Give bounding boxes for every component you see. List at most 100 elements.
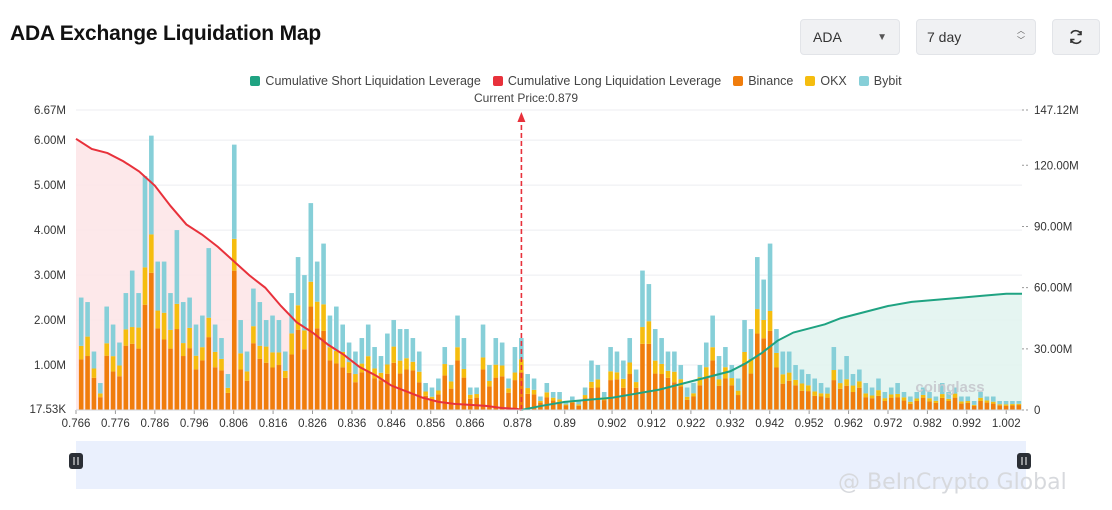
refresh-button[interactable] bbox=[1052, 19, 1100, 55]
bar-bybit bbox=[652, 329, 658, 361]
bar-bybit bbox=[570, 396, 575, 401]
bar-okx bbox=[965, 401, 971, 403]
y-left-tick-label: 3.00M bbox=[34, 270, 66, 282]
range-handle-left[interactable] bbox=[69, 453, 83, 469]
bar-okx bbox=[455, 347, 460, 361]
bar-bybit bbox=[710, 315, 715, 348]
bar-binance bbox=[410, 370, 416, 410]
bar-bybit bbox=[474, 387, 479, 395]
range-select[interactable]: 7 day ︿ ﹀ bbox=[916, 19, 1036, 55]
bar-okx bbox=[818, 393, 824, 397]
bar-bybit bbox=[582, 387, 588, 396]
bar-bybit bbox=[908, 396, 913, 402]
bar-okx bbox=[869, 395, 875, 399]
x-tick-label: 0.982 bbox=[913, 418, 942, 430]
bar-okx bbox=[1016, 403, 1022, 406]
bar-binance bbox=[576, 405, 581, 410]
legend-item-bybit[interactable]: Bybit bbox=[858, 74, 902, 88]
bar-bybit bbox=[238, 320, 243, 354]
bar-bybit bbox=[493, 338, 499, 365]
bar-bybit bbox=[499, 342, 505, 366]
bar-binance bbox=[863, 397, 869, 410]
legend-item-okx[interactable]: OKX bbox=[805, 74, 847, 88]
bar-binance bbox=[831, 380, 837, 410]
bar-binance bbox=[91, 377, 97, 410]
bar-okx bbox=[314, 301, 320, 329]
bar-binance bbox=[793, 385, 798, 410]
x-tick-label: 0.89 bbox=[554, 418, 576, 430]
bar-okx bbox=[149, 234, 154, 273]
legend-item-long[interactable]: Cumulative Long Liquidation Leverage bbox=[492, 74, 721, 88]
bar-binance bbox=[512, 380, 518, 410]
bar-okx bbox=[678, 379, 684, 387]
bar-bybit bbox=[927, 392, 932, 399]
bar-binance bbox=[927, 401, 932, 410]
bar-okx bbox=[633, 382, 639, 388]
bar-bybit bbox=[939, 383, 945, 395]
coin-select[interactable]: ADA ▼ bbox=[800, 19, 900, 55]
bar-okx bbox=[334, 351, 339, 364]
bar-binance bbox=[161, 339, 167, 410]
legend-swatch bbox=[492, 76, 503, 86]
bar-okx bbox=[914, 398, 920, 402]
bar-bybit bbox=[1016, 401, 1022, 404]
bar-binance bbox=[353, 382, 358, 410]
bar-binance bbox=[959, 403, 964, 410]
bar-bybit bbox=[455, 315, 460, 348]
bar-binance bbox=[876, 395, 881, 410]
bar-binance bbox=[806, 391, 811, 410]
bar-binance bbox=[844, 385, 849, 410]
bar-okx bbox=[959, 401, 964, 404]
bar-binance bbox=[117, 376, 122, 410]
bar-okx bbox=[806, 385, 811, 392]
bar-binance bbox=[123, 345, 129, 410]
bar-binance bbox=[1016, 405, 1022, 410]
bar-binance bbox=[448, 388, 454, 410]
bar-okx bbox=[978, 397, 983, 402]
bar-okx bbox=[397, 360, 403, 374]
bar-okx bbox=[378, 372, 384, 381]
bar-okx bbox=[340, 351, 345, 368]
bar-okx bbox=[665, 370, 671, 378]
bar-binance bbox=[525, 393, 530, 410]
bar-binance bbox=[493, 377, 499, 410]
bar-binance bbox=[206, 337, 212, 410]
y-right-tick-label: 30.00M bbox=[1034, 344, 1072, 356]
bar-okx bbox=[117, 365, 122, 377]
bar-bybit bbox=[391, 320, 397, 347]
bar-binance bbox=[888, 397, 894, 410]
bar-bybit bbox=[933, 396, 939, 401]
bar-okx bbox=[448, 381, 454, 389]
bar-bybit bbox=[997, 401, 1002, 405]
x-tick-label: 0.942 bbox=[755, 418, 784, 430]
image-watermark: @ BeInCrypto Global bbox=[838, 470, 1067, 495]
bar-bybit bbox=[257, 302, 263, 346]
y-left-tick-label: 17.53K bbox=[30, 404, 67, 416]
bar-bybit bbox=[672, 351, 677, 372]
bar-okx bbox=[442, 364, 448, 376]
bar-okx bbox=[308, 281, 314, 307]
y-right-tick-label: 120.00M bbox=[1034, 160, 1079, 172]
bar-binance bbox=[142, 304, 148, 410]
bar-binance bbox=[1010, 405, 1015, 410]
legend-item-short[interactable]: Cumulative Short Liquidation Leverage bbox=[250, 74, 481, 88]
bar-bybit bbox=[461, 338, 467, 369]
bar-okx bbox=[831, 370, 837, 381]
range-navigator[interactable] bbox=[76, 441, 1026, 489]
range-handle-right[interactable] bbox=[1017, 453, 1031, 469]
bar-bybit bbox=[161, 261, 167, 313]
bar-bybit bbox=[550, 392, 556, 398]
legend-item-binance[interactable]: Binance bbox=[733, 74, 793, 88]
bar-okx bbox=[295, 305, 301, 330]
x-tick-label: 0.776 bbox=[101, 418, 130, 430]
bar-bybit bbox=[844, 356, 849, 380]
bar-okx bbox=[410, 361, 416, 371]
bar-okx bbox=[244, 371, 250, 381]
bar-okx bbox=[257, 345, 263, 359]
bar-binance bbox=[697, 385, 703, 410]
bar-okx bbox=[799, 383, 805, 391]
bar-bybit bbox=[806, 374, 811, 386]
bar-okx bbox=[461, 368, 467, 378]
bar-binance bbox=[499, 376, 505, 410]
